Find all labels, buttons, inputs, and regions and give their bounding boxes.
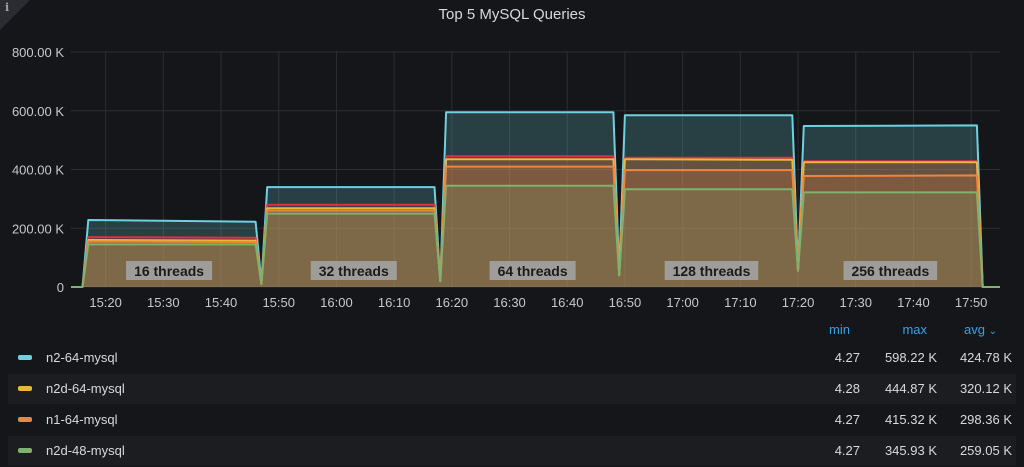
series-min: 4.27	[834, 412, 860, 427]
y-tick-label: 800.00 K	[12, 45, 64, 60]
annotation-label: 32 threads	[319, 263, 389, 279]
info-icon[interactable]: i	[5, 1, 10, 14]
series-line-n2d-64-mysql	[71, 158, 1000, 288]
x-tick-label: 15:50	[262, 295, 295, 310]
series-min: 4.27	[834, 443, 860, 458]
annotation-label: 256 threads	[851, 263, 929, 279]
series-name[interactable]: n2d-48-mysql	[46, 443, 125, 458]
x-tick-label: 16:10	[378, 295, 411, 310]
x-tick-label: 17:30	[839, 295, 872, 310]
series-max: 444.87 K	[884, 381, 937, 396]
panel-title[interactable]: Top 5 MySQL Queries	[438, 6, 586, 23]
x-tick-label: 17:50	[955, 295, 988, 310]
series-avg: 424.78 K	[959, 350, 1012, 365]
series-line-n2d-48-mysql	[71, 184, 1000, 288]
series-color-swatch[interactable]	[18, 417, 32, 422]
legend-header-min[interactable]: min	[829, 322, 850, 337]
series-color-swatch[interactable]	[18, 386, 32, 391]
x-tick-label: 15:20	[89, 295, 122, 310]
series-max: 345.93 K	[884, 443, 937, 458]
avg-label: avg	[964, 322, 985, 337]
x-tick-label: 16:40	[551, 295, 584, 310]
series-avg: 320.12 K	[959, 381, 1012, 396]
legend-row[interactable]: n2-64-mysql 4.27 598.22 K 424.78 K	[8, 343, 1016, 373]
series-avg: 259.05 K	[959, 443, 1012, 458]
legend-row[interactable]: n1-64-mysql 4.27 415.32 K 298.36 K	[8, 405, 1016, 435]
series-max: 415.32 K	[884, 412, 937, 427]
series-avg: 298.36 K	[959, 412, 1012, 427]
series-line-n2-64-mysql	[71, 111, 1000, 288]
x-tick-label: 16:00	[320, 295, 353, 310]
series-min: 4.28	[834, 381, 860, 396]
series-max: 598.22 K	[884, 350, 937, 365]
y-tick-label: 600.00 K	[12, 104, 64, 119]
annotation-box	[843, 261, 938, 280]
series-area-n2d-48-mysql	[71, 185, 1000, 287]
series-color-swatch[interactable]	[18, 355, 32, 360]
chart: 0 200.00 K 400.00 K 600.00 K 800.00 K 15:20 15…	[12, 45, 1000, 310]
legend-row[interactable]: n2d-48-mysql 4.27 345.93 K 259.05 K	[8, 436, 1016, 466]
series-name[interactable]: n2-64-mysql	[46, 350, 118, 365]
x-tick-label: 15:40	[205, 295, 238, 310]
panel-info-corner[interactable]: i	[0, 0, 30, 30]
x-tick-label: 16:20	[436, 295, 469, 310]
legend-row[interactable]: n2d-64-mysql 4.28 444.87 K 320.12 K	[8, 374, 1016, 404]
x-tick-label: 17:40	[897, 295, 930, 310]
annotation-label: 64 threads	[498, 263, 568, 279]
x-tick-label: 17:20	[782, 295, 815, 310]
series-line-n1-64-mysql	[71, 165, 1000, 288]
annotation-box	[489, 261, 576, 280]
annotation-label: 128 threads	[673, 263, 751, 279]
series-color-swatch[interactable]	[18, 448, 32, 453]
series-area-n1-64-mysql	[71, 166, 1000, 287]
x-tick-label: 17:10	[724, 295, 757, 310]
y-tick-label: 0	[57, 280, 64, 295]
annotation-box	[664, 261, 759, 280]
series-area-n2d-64-mysql	[71, 159, 1000, 287]
annotation-box	[126, 261, 213, 280]
series-min: 4.27	[834, 350, 860, 365]
x-tick-label: 16:30	[493, 295, 526, 310]
x-tick-label: 15:30	[147, 295, 180, 310]
legend-header-avg[interactable]: avg ⌄	[955, 322, 997, 337]
chevron-down-icon: ⌄	[988, 326, 997, 337]
series-name[interactable]: n1-64-mysql	[46, 412, 118, 427]
annotation-box	[310, 261, 397, 280]
x-tick-label: 17:00	[666, 295, 699, 310]
annotation-label: 16 threads	[134, 263, 204, 279]
y-tick-label: 400.00 K	[12, 163, 64, 178]
series-name[interactable]: n2d-64-mysql	[46, 381, 125, 396]
legend-header-max[interactable]: max	[902, 322, 927, 337]
y-tick-label: 200.00 K	[12, 221, 64, 236]
x-tick-label: 16:50	[609, 295, 642, 310]
series-area-n2-64-mysql	[71, 112, 1000, 287]
